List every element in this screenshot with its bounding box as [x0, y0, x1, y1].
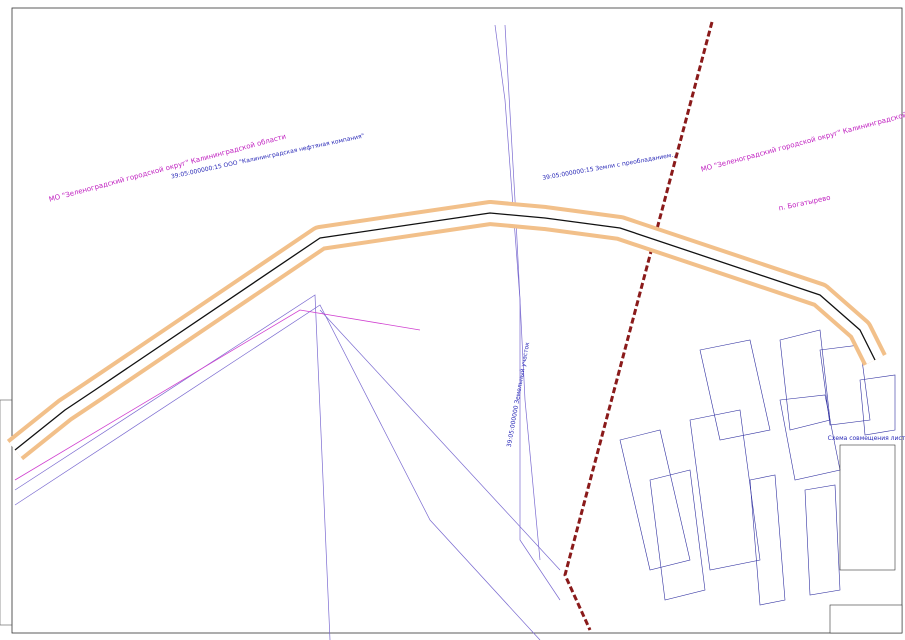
boundaries: [14, 24, 561, 640]
map-label: 39:05:000000:15 Земли с преобладанием...: [542, 151, 678, 182]
map-label: Схема совмещения листов: [828, 435, 905, 442]
map-label: МО "Зеленоградский городской округ" Кали…: [48, 132, 287, 203]
parcels: [619, 329, 896, 606]
frame: [11, 7, 903, 634]
map-label: МО "Зеленоградский городской округ" Кали…: [700, 102, 905, 173]
side-stamp: [0, 399, 13, 626]
map-label: п. Богатырево: [778, 194, 831, 213]
magenta-line: [14, 309, 421, 481]
corridor: [6, 200, 887, 461]
railway: [563, 21, 714, 631]
title-block: [829, 604, 903, 634]
sheet-scheme: [839, 444, 896, 571]
map-label: 39:05:000000 Земельный участок: [506, 341, 531, 448]
